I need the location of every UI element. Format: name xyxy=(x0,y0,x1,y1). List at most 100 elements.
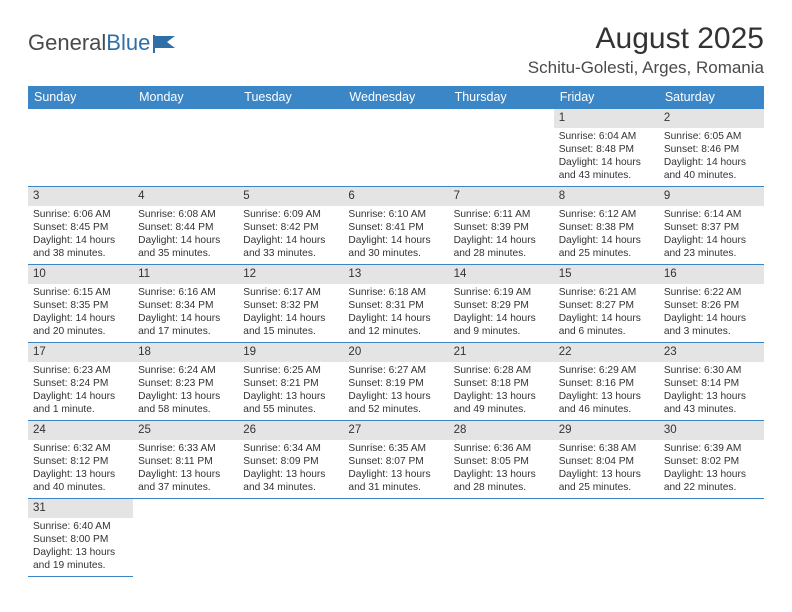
day-number: 8 xyxy=(554,187,659,206)
sunset-line: Sunset: 8:34 PM xyxy=(138,299,233,312)
calendar-day-cell: 13Sunrise: 6:18 AMSunset: 8:31 PMDayligh… xyxy=(343,265,448,343)
calendar-day-cell: 24Sunrise: 6:32 AMSunset: 8:12 PMDayligh… xyxy=(28,421,133,499)
sunrise-line: Sunrise: 6:34 AM xyxy=(243,442,338,455)
sunrise-line: Sunrise: 6:35 AM xyxy=(348,442,443,455)
calendar-empty-cell xyxy=(133,499,238,577)
calendar-day-cell: 17Sunrise: 6:23 AMSunset: 8:24 PMDayligh… xyxy=(28,343,133,421)
sunrise-line: Sunrise: 6:05 AM xyxy=(664,130,759,143)
sunset-line: Sunset: 8:11 PM xyxy=(138,455,233,468)
logo-text-1: General xyxy=(28,30,106,56)
weekday-header-cell: Sunday xyxy=(28,86,133,109)
daylight-line: Daylight: 14 hours and 17 minutes. xyxy=(138,312,233,338)
sunset-line: Sunset: 8:23 PM xyxy=(138,377,233,390)
weekday-header-cell: Tuesday xyxy=(238,86,343,109)
daylight-line: Daylight: 13 hours and 58 minutes. xyxy=(138,390,233,416)
calendar-day-cell: 21Sunrise: 6:28 AMSunset: 8:18 PMDayligh… xyxy=(449,343,554,421)
sunset-line: Sunset: 8:21 PM xyxy=(243,377,338,390)
day-details: Sunrise: 6:17 AMSunset: 8:32 PMDaylight:… xyxy=(238,284,343,341)
day-number: 13 xyxy=(343,265,448,284)
day-details: Sunrise: 6:10 AMSunset: 8:41 PMDaylight:… xyxy=(343,206,448,263)
logo: GeneralBlue xyxy=(28,30,179,56)
daylight-line: Daylight: 13 hours and 37 minutes. xyxy=(138,468,233,494)
sunrise-line: Sunrise: 6:08 AM xyxy=(138,208,233,221)
day-number: 29 xyxy=(554,421,659,440)
sunset-line: Sunset: 8:09 PM xyxy=(243,455,338,468)
sunset-line: Sunset: 8:42 PM xyxy=(243,221,338,234)
day-number: 14 xyxy=(449,265,554,284)
calendar-day-cell: 27Sunrise: 6:35 AMSunset: 8:07 PMDayligh… xyxy=(343,421,448,499)
daylight-line: Daylight: 14 hours and 25 minutes. xyxy=(559,234,654,260)
logo-flag-icon xyxy=(153,35,179,53)
day-number: 2 xyxy=(659,109,764,128)
calendar-empty-cell xyxy=(238,109,343,187)
weekday-header-cell: Monday xyxy=(133,86,238,109)
day-details: Sunrise: 6:38 AMSunset: 8:04 PMDaylight:… xyxy=(554,440,659,497)
day-details: Sunrise: 6:39 AMSunset: 8:02 PMDaylight:… xyxy=(659,440,764,497)
sunset-line: Sunset: 8:27 PM xyxy=(559,299,654,312)
sunset-line: Sunset: 8:05 PM xyxy=(454,455,549,468)
daylight-line: Daylight: 13 hours and 34 minutes. xyxy=(243,468,338,494)
sunrise-line: Sunrise: 6:28 AM xyxy=(454,364,549,377)
sunrise-line: Sunrise: 6:21 AM xyxy=(559,286,654,299)
daylight-line: Daylight: 14 hours and 9 minutes. xyxy=(454,312,549,338)
day-number: 10 xyxy=(28,265,133,284)
day-number: 5 xyxy=(238,187,343,206)
sunset-line: Sunset: 8:07 PM xyxy=(348,455,443,468)
day-details: Sunrise: 6:32 AMSunset: 8:12 PMDaylight:… xyxy=(28,440,133,497)
day-number: 22 xyxy=(554,343,659,362)
sunrise-line: Sunrise: 6:32 AM xyxy=(33,442,128,455)
calendar-day-cell: 29Sunrise: 6:38 AMSunset: 8:04 PMDayligh… xyxy=(554,421,659,499)
daylight-line: Daylight: 13 hours and 19 minutes. xyxy=(33,546,128,572)
sunset-line: Sunset: 8:44 PM xyxy=(138,221,233,234)
sunrise-line: Sunrise: 6:24 AM xyxy=(138,364,233,377)
sunrise-line: Sunrise: 6:16 AM xyxy=(138,286,233,299)
sunset-line: Sunset: 8:02 PM xyxy=(664,455,759,468)
calendar-day-cell: 15Sunrise: 6:21 AMSunset: 8:27 PMDayligh… xyxy=(554,265,659,343)
sunset-line: Sunset: 8:00 PM xyxy=(33,533,128,546)
day-details: Sunrise: 6:21 AMSunset: 8:27 PMDaylight:… xyxy=(554,284,659,341)
day-number: 4 xyxy=(133,187,238,206)
sunset-line: Sunset: 8:48 PM xyxy=(559,143,654,156)
daylight-line: Daylight: 13 hours and 40 minutes. xyxy=(33,468,128,494)
daylight-line: Daylight: 13 hours and 22 minutes. xyxy=(664,468,759,494)
day-number: 7 xyxy=(449,187,554,206)
day-details: Sunrise: 6:27 AMSunset: 8:19 PMDaylight:… xyxy=(343,362,448,419)
daylight-line: Daylight: 14 hours and 30 minutes. xyxy=(348,234,443,260)
sunrise-line: Sunrise: 6:33 AM xyxy=(138,442,233,455)
daylight-line: Daylight: 14 hours and 20 minutes. xyxy=(33,312,128,338)
calendar-empty-cell xyxy=(343,499,448,577)
daylight-line: Daylight: 13 hours and 25 minutes. xyxy=(559,468,654,494)
calendar-body: 1Sunrise: 6:04 AMSunset: 8:48 PMDaylight… xyxy=(28,109,764,577)
day-details: Sunrise: 6:06 AMSunset: 8:45 PMDaylight:… xyxy=(28,206,133,263)
day-details: Sunrise: 6:34 AMSunset: 8:09 PMDaylight:… xyxy=(238,440,343,497)
calendar-day-cell: 22Sunrise: 6:29 AMSunset: 8:16 PMDayligh… xyxy=(554,343,659,421)
sunrise-line: Sunrise: 6:14 AM xyxy=(664,208,759,221)
day-number: 15 xyxy=(554,265,659,284)
calendar-day-cell: 14Sunrise: 6:19 AMSunset: 8:29 PMDayligh… xyxy=(449,265,554,343)
calendar-day-cell: 31Sunrise: 6:40 AMSunset: 8:00 PMDayligh… xyxy=(28,499,133,577)
sunset-line: Sunset: 8:45 PM xyxy=(33,221,128,234)
day-details: Sunrise: 6:23 AMSunset: 8:24 PMDaylight:… xyxy=(28,362,133,419)
calendar-day-cell: 19Sunrise: 6:25 AMSunset: 8:21 PMDayligh… xyxy=(238,343,343,421)
calendar-day-cell: 20Sunrise: 6:27 AMSunset: 8:19 PMDayligh… xyxy=(343,343,448,421)
day-details: Sunrise: 6:11 AMSunset: 8:39 PMDaylight:… xyxy=(449,206,554,263)
daylight-line: Daylight: 13 hours and 52 minutes. xyxy=(348,390,443,416)
sunset-line: Sunset: 8:26 PM xyxy=(664,299,759,312)
day-details: Sunrise: 6:15 AMSunset: 8:35 PMDaylight:… xyxy=(28,284,133,341)
day-details: Sunrise: 6:08 AMSunset: 8:44 PMDaylight:… xyxy=(133,206,238,263)
calendar-day-cell: 5Sunrise: 6:09 AMSunset: 8:42 PMDaylight… xyxy=(238,187,343,265)
calendar-day-cell: 7Sunrise: 6:11 AMSunset: 8:39 PMDaylight… xyxy=(449,187,554,265)
daylight-line: Daylight: 14 hours and 28 minutes. xyxy=(454,234,549,260)
day-details: Sunrise: 6:40 AMSunset: 8:00 PMDaylight:… xyxy=(28,518,133,575)
sunrise-line: Sunrise: 6:38 AM xyxy=(559,442,654,455)
calendar-day-cell: 8Sunrise: 6:12 AMSunset: 8:38 PMDaylight… xyxy=(554,187,659,265)
sunrise-line: Sunrise: 6:25 AM xyxy=(243,364,338,377)
sunset-line: Sunset: 8:46 PM xyxy=(664,143,759,156)
daylight-line: Daylight: 14 hours and 38 minutes. xyxy=(33,234,128,260)
sunset-line: Sunset: 8:24 PM xyxy=(33,377,128,390)
calendar-weekday-header: SundayMondayTuesdayWednesdayThursdayFrid… xyxy=(28,86,764,109)
sunrise-line: Sunrise: 6:10 AM xyxy=(348,208,443,221)
calendar-day-cell: 16Sunrise: 6:22 AMSunset: 8:26 PMDayligh… xyxy=(659,265,764,343)
sunset-line: Sunset: 8:31 PM xyxy=(348,299,443,312)
calendar-day-cell: 12Sunrise: 6:17 AMSunset: 8:32 PMDayligh… xyxy=(238,265,343,343)
